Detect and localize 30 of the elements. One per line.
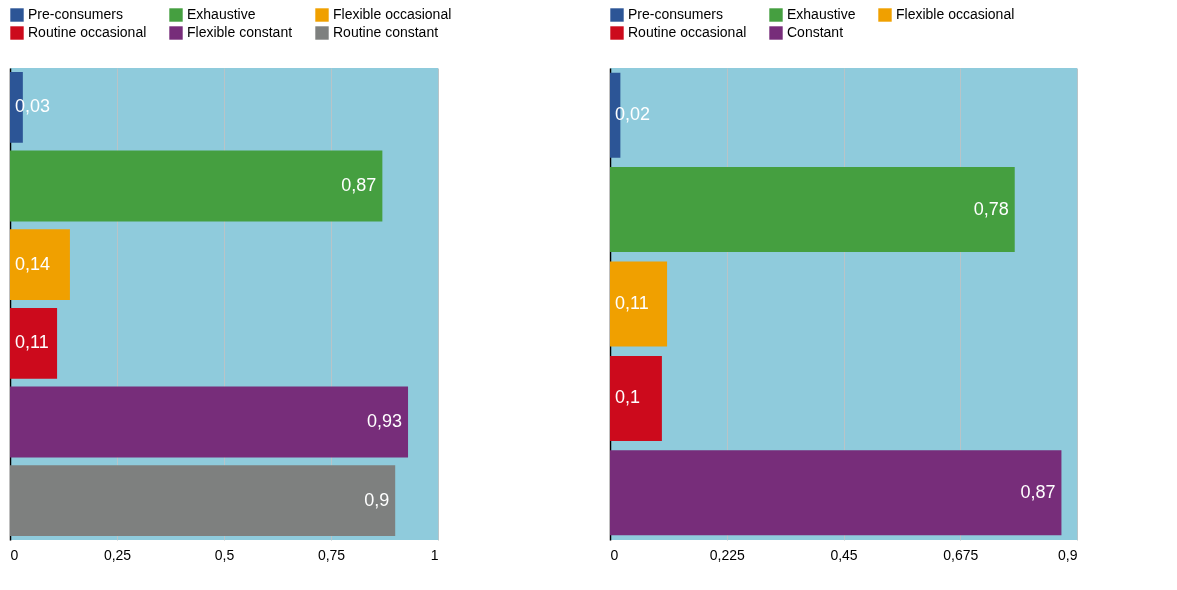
legend-label: Pre-consumers	[28, 6, 123, 22]
x-tick-label: 0,45	[830, 546, 858, 563]
x-tick-label: 0	[10, 546, 19, 563]
legend-label: Constant	[787, 24, 844, 40]
x-tick-label: 0,225	[709, 546, 745, 563]
legend-label: Pre-consumers	[628, 6, 723, 22]
legend-label: Flexible occasional	[896, 6, 1015, 22]
data-label: 0,87	[1020, 481, 1056, 502]
data-label: 0,11	[615, 293, 649, 313]
x-tick-label: 0,5	[214, 546, 235, 563]
data-label: 0,78	[973, 198, 1009, 219]
data-label: 0,93	[366, 411, 403, 431]
legend-label: Flexible constant	[187, 24, 293, 40]
legend-label: Routine occasional	[628, 24, 747, 40]
data-label: 0,9	[364, 489, 390, 510]
legend-label: Exhaustive	[187, 6, 256, 22]
legend-label: Routine constant	[333, 24, 439, 40]
x-tick-label: 0,675	[943, 546, 979, 563]
x-tick-label: 0,9	[1058, 546, 1078, 563]
x-tick-label: 0	[610, 546, 619, 563]
data-label: 0,87	[341, 175, 377, 195]
legend-label: Exhaustive	[787, 6, 856, 22]
legend-label: Flexible occasional	[333, 6, 452, 22]
data-label: 0,14	[15, 253, 51, 274]
x-tick-label: 1	[430, 546, 439, 563]
x-tick-label: 0,25	[103, 546, 132, 563]
data-label: 0,1	[615, 387, 641, 408]
x-tick-label: 0,75	[317, 546, 346, 563]
legend-label: Routine occasional	[28, 24, 147, 40]
data-label: 0,11	[15, 332, 49, 353]
